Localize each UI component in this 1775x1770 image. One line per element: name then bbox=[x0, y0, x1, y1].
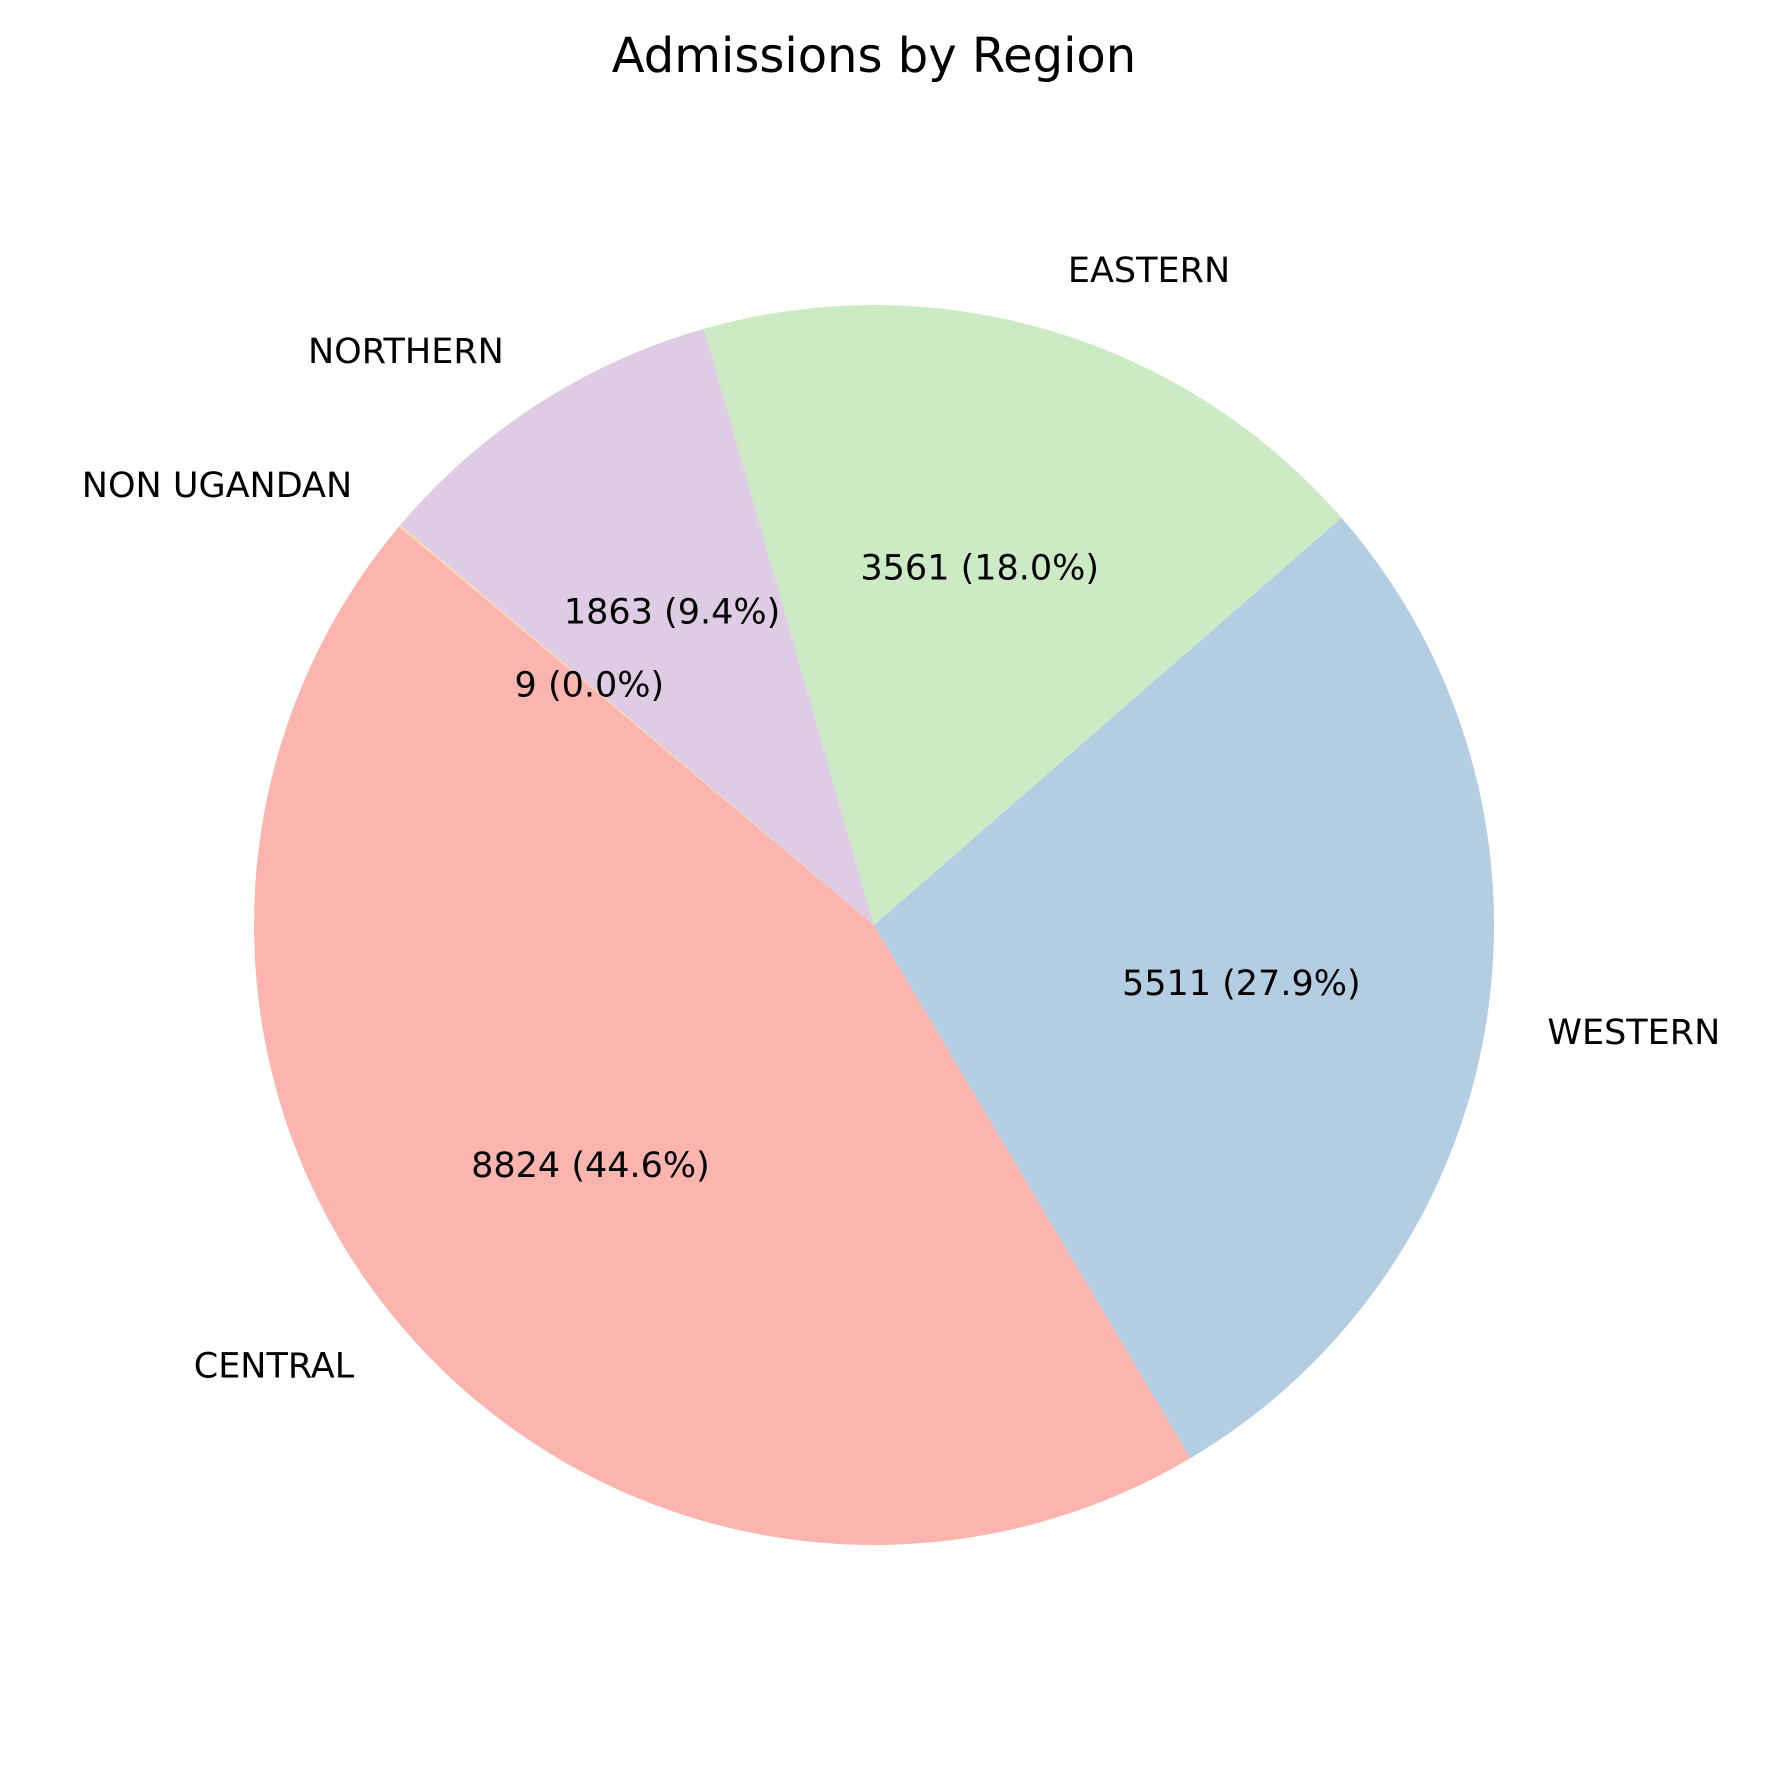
slice-central bbox=[253, 526, 1191, 1546]
slice-non-ugandan bbox=[399, 525, 874, 925]
value-label-eastern: 3561 (18.0%) bbox=[860, 548, 1099, 588]
pie-labels: CENTRAL 8824 (44.6%) WESTERN 5511 (27.9%) EA… bbox=[82, 251, 1721, 1386]
slice-label-central: CENTRAL bbox=[194, 1347, 355, 1387]
value-label-central: 8824 (44.6%) bbox=[471, 1146, 710, 1186]
slice-label-western: WESTERN bbox=[1547, 1013, 1720, 1053]
slice-label-eastern: EASTERN bbox=[1068, 251, 1230, 291]
value-label-western: 5511 (27.9%) bbox=[1122, 964, 1361, 1004]
slice-eastern bbox=[704, 305, 1342, 926]
value-label-northern: 1863 (9.4%) bbox=[564, 593, 780, 633]
chart-title: Admissions by Region bbox=[612, 28, 1136, 84]
slice-label-northern: NORTHERN bbox=[308, 332, 504, 372]
slice-label-non-ugandan: NON UGANDAN bbox=[82, 466, 352, 506]
pie-slices bbox=[253, 305, 1494, 1546]
slice-western bbox=[874, 517, 1494, 1459]
value-label-non-ugandan: 9 (0.0%) bbox=[515, 665, 665, 705]
slice-northern bbox=[400, 328, 874, 925]
